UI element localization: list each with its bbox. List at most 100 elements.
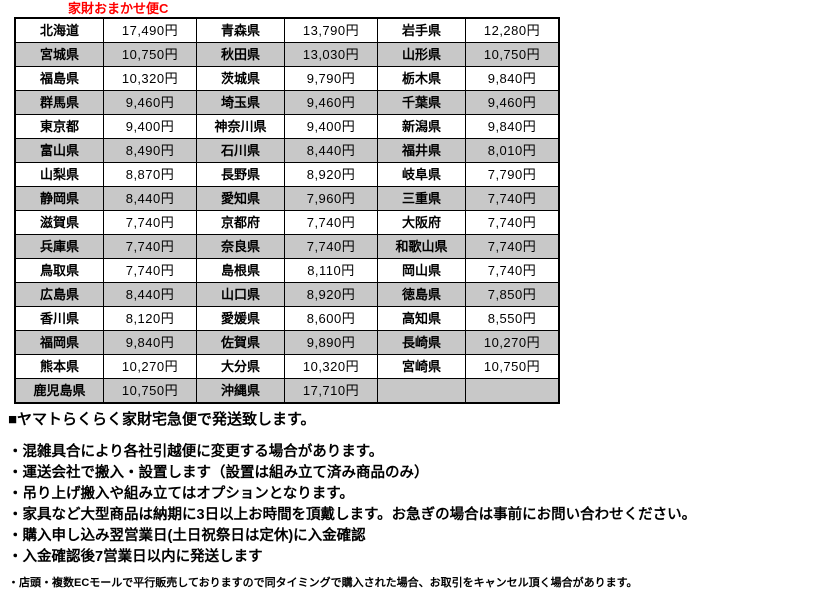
prefecture-cell: 愛知県 — [196, 186, 285, 211]
table-row: 兵庫県 7,740円 奈良県 7,740円 和歌山県 7,740円 — [14, 234, 560, 259]
prefecture-cell: 兵庫県 — [14, 234, 104, 259]
price-cell — [465, 378, 560, 404]
price-cell: 9,840円 — [465, 114, 560, 139]
prefecture-cell: 鹿児島県 — [14, 378, 104, 404]
fee-table-container: 北海道 17,490円 青森県 13,790円 岩手県 12,280円 宮城県 10,750円… — [14, 17, 560, 404]
prefecture-cell: 青森県 — [196, 17, 285, 43]
price-cell: 10,750円 — [103, 378, 197, 404]
table-row: 滋賀県 7,740円 京都府 7,740円 大阪府 7,740円 — [14, 210, 560, 235]
note-line: ・混雑具合により各社引越便に変更する場合があります。 — [8, 444, 384, 460]
prefecture-cell: 長野県 — [196, 162, 285, 187]
price-cell: 9,460円 — [103, 90, 197, 115]
price-cell: 10,750円 — [465, 42, 560, 67]
price-cell: 8,490円 — [103, 138, 197, 163]
prefecture-cell: 東京都 — [14, 114, 104, 139]
prefecture-cell: 福井県 — [377, 138, 466, 163]
prefecture-cell: 山梨県 — [14, 162, 104, 187]
shipping-notes: ■ヤマトらくらく家財宅急便で発送致します。 ・混雑具合により各社引越便に変更する… — [8, 410, 814, 591]
prefecture-cell: 愛媛県 — [196, 306, 285, 331]
price-cell: 7,740円 — [103, 210, 197, 235]
prefecture-cell: 広島県 — [14, 282, 104, 307]
prefecture-cell: 熊本県 — [14, 354, 104, 379]
price-cell: 7,740円 — [465, 210, 560, 235]
prefecture-cell: 栃木県 — [377, 66, 466, 91]
note-line: ・家具など大型商品は納期に3日以上お時間を頂戴します。お急ぎの場合は事前にお問い… — [8, 507, 697, 523]
price-cell: 8,110円 — [284, 258, 378, 283]
price-cell: 8,120円 — [103, 306, 197, 331]
price-cell: 9,840円 — [103, 330, 197, 355]
notes-heading: ■ヤマトらくらく家財宅急便で発送致します。 — [8, 411, 316, 428]
price-cell: 7,850円 — [465, 282, 560, 307]
prefecture-cell: 岩手県 — [377, 17, 466, 43]
prefecture-cell: 山形県 — [377, 42, 466, 67]
prefecture-cell: 埼玉県 — [196, 90, 285, 115]
table-row: 富山県 8,490円 石川県 8,440円 福井県 8,010円 — [14, 138, 560, 163]
prefecture-cell: 神奈川県 — [196, 114, 285, 139]
prefecture-cell: 岡山県 — [377, 258, 466, 283]
prefecture-cell: 鳥取県 — [14, 258, 104, 283]
prefecture-cell: 滋賀県 — [14, 210, 104, 235]
prefecture-cell: 沖縄県 — [196, 378, 285, 404]
price-cell: 9,460円 — [284, 90, 378, 115]
shipping-fee-table-body: 北海道 17,490円 青森県 13,790円 岩手県 12,280円 宮城県 10,750円… — [14, 17, 560, 404]
price-cell: 10,320円 — [284, 354, 378, 379]
prefecture-cell: 三重県 — [377, 186, 466, 211]
price-cell: 9,840円 — [465, 66, 560, 91]
prefecture-cell: 千葉県 — [377, 90, 466, 115]
table-row: 山梨県 8,870円 長野県 8,920円 岐阜県 7,790円 — [14, 162, 560, 187]
prefecture-cell: 高知県 — [377, 306, 466, 331]
note-line-disclaimer: ・店頭・複数ECモールで平行販売しておりますので同タイミングで購入された場合、お… — [8, 577, 638, 589]
shipping-plan-title: 家財おまかせ便C — [68, 1, 169, 16]
price-cell: 8,550円 — [465, 306, 560, 331]
prefecture-cell: 和歌山県 — [377, 234, 466, 259]
shipping-fee-table: 北海道 17,490円 青森県 13,790円 岩手県 12,280円 宮城県 10,750円… — [14, 17, 560, 404]
price-cell: 10,270円 — [103, 354, 197, 379]
table-row: 鳥取県 7,740円 島根県 8,110円 岡山県 7,740円 — [14, 258, 560, 283]
price-cell: 13,790円 — [284, 17, 378, 43]
prefecture-cell: 北海道 — [14, 17, 104, 43]
price-cell: 7,960円 — [284, 186, 378, 211]
prefecture-cell: 宮城県 — [14, 42, 104, 67]
price-cell: 7,740円 — [465, 258, 560, 283]
prefecture-cell: 島根県 — [196, 258, 285, 283]
price-cell: 12,280円 — [465, 17, 560, 43]
note-line: ・運送会社で搬入・設置します（設置は組み立て済み商品のみ） — [8, 465, 429, 481]
prefecture-cell: 宮崎県 — [377, 354, 466, 379]
note-line: ・入金確認後7営業日以内に発送します — [8, 549, 263, 565]
price-cell: 7,740円 — [103, 234, 197, 259]
price-cell: 7,740円 — [284, 210, 378, 235]
price-cell: 17,490円 — [103, 17, 197, 43]
price-cell: 8,440円 — [103, 282, 197, 307]
prefecture-cell: 奈良県 — [196, 234, 285, 259]
prefecture-cell: 静岡県 — [14, 186, 104, 211]
prefecture-cell: 福岡県 — [14, 330, 104, 355]
price-cell: 10,750円 — [465, 354, 560, 379]
prefecture-cell: 石川県 — [196, 138, 285, 163]
price-cell: 9,400円 — [103, 114, 197, 139]
price-cell: 9,790円 — [284, 66, 378, 91]
prefecture-cell: 福島県 — [14, 66, 104, 91]
table-row: 東京都 9,400円 神奈川県 9,400円 新潟県 9,840円 — [14, 114, 560, 139]
price-cell: 8,440円 — [284, 138, 378, 163]
notes-line-list: ・混雑具合により各社引越便に変更する場合があります。・運送会社で搬入・設置します… — [8, 442, 814, 568]
prefecture-cell — [377, 378, 466, 404]
prefecture-cell: 秋田県 — [196, 42, 285, 67]
prefecture-cell: 京都府 — [196, 210, 285, 235]
price-cell: 8,870円 — [103, 162, 197, 187]
prefecture-cell: 長崎県 — [377, 330, 466, 355]
table-row: 鹿児島県 10,750円 沖縄県 17,710円 — [14, 378, 560, 404]
price-cell: 10,320円 — [103, 66, 197, 91]
prefecture-cell: 香川県 — [14, 306, 104, 331]
prefecture-cell: 茨城県 — [196, 66, 285, 91]
price-cell: 9,400円 — [284, 114, 378, 139]
price-cell: 8,440円 — [103, 186, 197, 211]
price-cell: 8,920円 — [284, 162, 378, 187]
price-cell: 10,750円 — [103, 42, 197, 67]
price-cell: 17,710円 — [284, 378, 378, 404]
table-row: 静岡県 8,440円 愛知県 7,960円 三重県 7,740円 — [14, 186, 560, 211]
table-row: 熊本県 10,270円 大分県 10,320円 宮崎県 10,750円 — [14, 354, 560, 379]
price-cell: 8,600円 — [284, 306, 378, 331]
table-row: 群馬県 9,460円 埼玉県 9,460円 千葉県 9,460円 — [14, 90, 560, 115]
table-row: 北海道 17,490円 青森県 13,790円 岩手県 12,280円 — [14, 17, 560, 43]
prefecture-cell: 大分県 — [196, 354, 285, 379]
